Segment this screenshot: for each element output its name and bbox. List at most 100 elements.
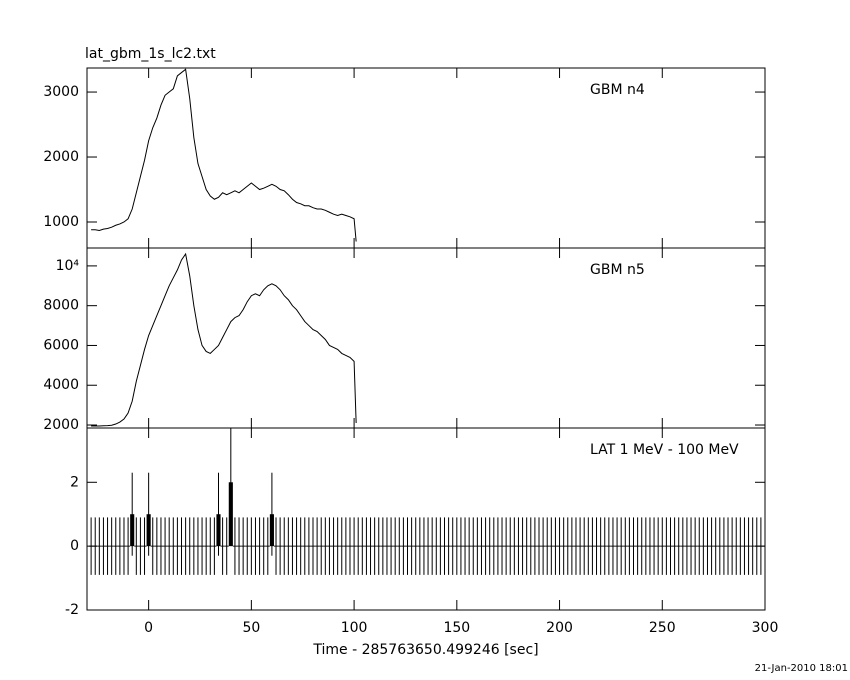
data-point xyxy=(495,545,500,547)
light-curve xyxy=(91,68,357,242)
data-point xyxy=(426,545,431,547)
data-point xyxy=(200,545,205,547)
data-point xyxy=(684,545,689,547)
data-point xyxy=(113,545,118,547)
data-point xyxy=(742,545,747,547)
data-point xyxy=(273,545,279,547)
data-point xyxy=(257,545,262,547)
data-point xyxy=(179,545,184,547)
data-point xyxy=(376,545,381,547)
data-point xyxy=(224,545,229,547)
data-point xyxy=(627,545,632,547)
data-point xyxy=(450,545,455,547)
data-point xyxy=(454,545,459,547)
x-tick-label: 200 xyxy=(546,620,573,636)
y-tick-label: 3000 xyxy=(43,84,79,100)
data-point xyxy=(343,545,348,547)
y-tick-label: 0 xyxy=(70,538,79,554)
data-point xyxy=(142,545,147,547)
data-point xyxy=(232,545,237,547)
data-point xyxy=(656,545,661,547)
light-curve xyxy=(91,252,357,427)
data-point xyxy=(154,545,159,547)
data-point xyxy=(290,545,295,547)
data-point xyxy=(146,514,151,547)
data-point xyxy=(413,545,418,547)
data-point xyxy=(360,545,365,547)
data-point xyxy=(652,545,657,547)
data-point xyxy=(725,545,731,547)
data-point xyxy=(434,545,439,547)
data-point xyxy=(335,545,340,547)
data-point xyxy=(557,545,562,547)
data-point xyxy=(549,545,554,547)
data-point xyxy=(393,545,398,547)
data-point xyxy=(541,545,546,547)
data-point xyxy=(126,545,131,547)
data-point xyxy=(524,545,529,547)
data-point xyxy=(331,545,336,547)
data-point xyxy=(368,545,373,547)
data-point xyxy=(253,545,258,547)
data-point xyxy=(471,545,476,547)
data-point xyxy=(565,545,570,547)
data-point xyxy=(315,545,320,547)
data-point xyxy=(323,545,328,547)
data-point xyxy=(487,545,492,547)
y-tick-label: 4000 xyxy=(43,377,79,393)
frame xyxy=(86,247,766,429)
x-tick-label: 300 xyxy=(752,620,779,636)
y-tick-label: 2000 xyxy=(43,149,79,165)
data-point xyxy=(721,545,726,547)
data-point xyxy=(294,545,299,547)
data-point xyxy=(175,545,180,547)
data-point xyxy=(676,545,681,547)
data-point xyxy=(183,545,188,547)
data-point xyxy=(261,545,266,547)
data-point xyxy=(282,545,287,547)
data-point xyxy=(97,545,102,547)
data-point xyxy=(278,545,283,547)
data-point xyxy=(688,545,694,547)
data-point xyxy=(606,545,611,547)
plot-area xyxy=(89,428,765,575)
data-point xyxy=(738,545,743,547)
data-point xyxy=(582,545,587,547)
chart-title: lat_gbm_1s_lc2.txt xyxy=(85,46,216,62)
data-point xyxy=(643,545,648,547)
data-point xyxy=(713,545,718,547)
data-point xyxy=(171,545,176,547)
timestamp: 21-Jan-2010 18:01 xyxy=(755,663,848,674)
data-point xyxy=(158,545,164,547)
data-point xyxy=(512,545,517,547)
data-point xyxy=(520,545,525,547)
data-point xyxy=(208,545,213,547)
data-point xyxy=(241,545,246,547)
y-tick-label: 2 xyxy=(70,474,79,490)
data-point xyxy=(639,545,644,547)
data-point xyxy=(167,545,172,547)
data-point xyxy=(664,545,669,547)
data-point xyxy=(528,545,533,547)
data-point xyxy=(364,545,369,547)
data-point xyxy=(347,545,353,547)
data-point xyxy=(701,545,706,547)
x-tick-label: 150 xyxy=(443,620,470,636)
data-point xyxy=(586,545,591,547)
data-point xyxy=(483,545,488,547)
data-point xyxy=(504,545,509,547)
data-point xyxy=(467,545,472,547)
data-point xyxy=(446,545,451,547)
data-point xyxy=(138,545,143,547)
data-point xyxy=(561,545,566,547)
y-tick-label: 2000 xyxy=(43,417,79,433)
data-point xyxy=(405,545,410,547)
y-tick-label: 10⁴ xyxy=(56,258,80,274)
data-point xyxy=(462,545,468,547)
data-point xyxy=(417,545,422,547)
data-point xyxy=(590,545,595,547)
data-point xyxy=(631,545,636,547)
data-point xyxy=(578,545,583,547)
plot-area xyxy=(91,68,357,242)
data-point xyxy=(442,545,447,547)
